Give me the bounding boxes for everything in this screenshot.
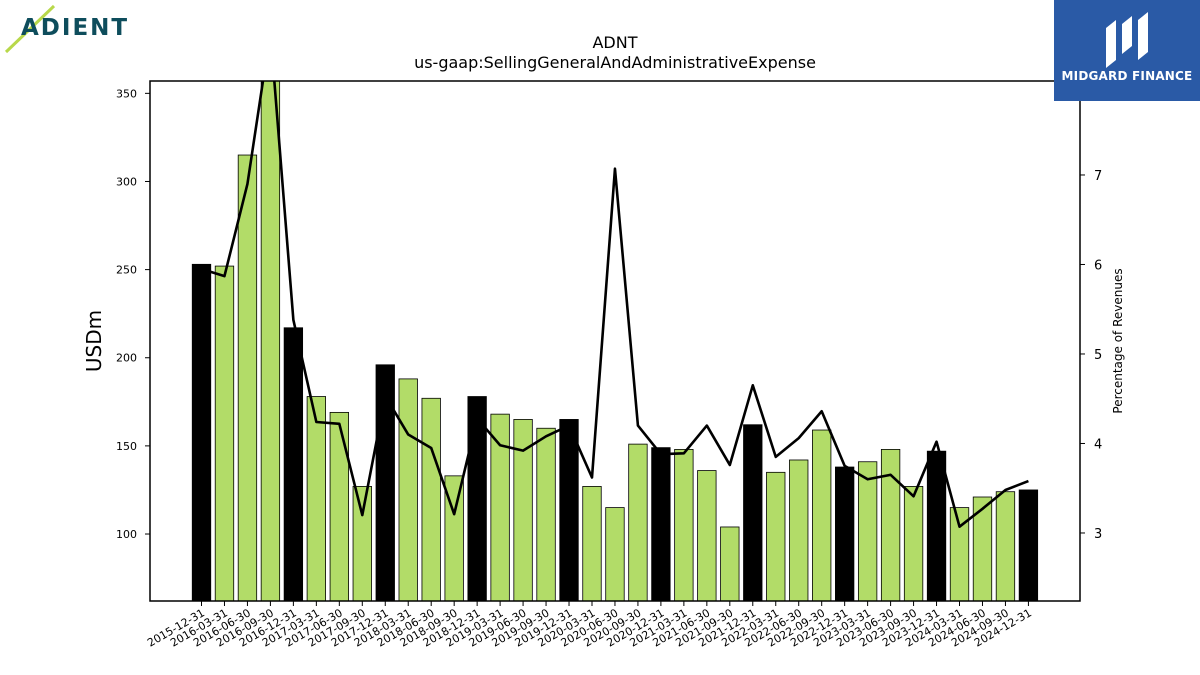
bar-2019-09-30	[536, 427, 556, 601]
y2-tick-label: 6	[1094, 258, 1102, 273]
y-axis-label: USDm	[82, 310, 106, 372]
adient-logo-mark	[4, 4, 56, 54]
bar-2018-12-31	[467, 396, 487, 601]
bar-2016-06-30	[237, 154, 258, 601]
bar-2019-12-31	[559, 419, 579, 601]
y2-tick-label: 5	[1094, 348, 1102, 363]
bar-2020-03-31	[582, 486, 602, 601]
bar-2019-03-31	[490, 413, 510, 601]
adient-logo-text: ADIENT	[21, 15, 130, 41]
bar-2017-03-31	[306, 396, 327, 601]
bar-2022-12-31	[835, 466, 855, 601]
bar-2024-12-31	[1018, 489, 1039, 601]
bar-2024-09-30	[995, 491, 1016, 601]
bar-2015-12-31	[191, 263, 212, 601]
bar-2021-06-30	[697, 470, 717, 601]
y2-tick-label: 4	[1094, 437, 1102, 452]
bar-2023-03-31	[857, 461, 878, 601]
y-axis-right-label: Percentage of Revenues	[1111, 268, 1125, 413]
midgard-logo-mark	[1106, 12, 1148, 68]
bar-2023-12-31	[926, 450, 947, 601]
ratio-line	[201, 81, 1029, 529]
y2-tick-label: 7	[1094, 169, 1102, 184]
midgard-finance-logo: MIDGARD FINANCE	[1054, 0, 1200, 101]
bar-2017-06-30	[329, 411, 349, 601]
bar-2022-03-31	[766, 471, 786, 601]
y-tick-label: 200	[116, 352, 137, 365]
bar-2022-09-30	[812, 429, 832, 601]
bar-2023-06-30	[880, 449, 901, 601]
y-tick-label: 250	[116, 264, 137, 277]
bar-2018-06-30	[421, 397, 441, 601]
bar-2020-09-30	[628, 443, 648, 601]
x-axis: 2015-12-312016-03-312016-06-302016-09-30…	[145, 601, 1034, 650]
line-group	[201, 81, 1029, 529]
bar-2020-12-31	[651, 447, 671, 601]
adient-logo: ADIENT	[0, 0, 140, 60]
chart-subtitle: us-gaap:SellingGeneralAndAdministrativeE…	[414, 53, 816, 72]
y2-tick-label: 3	[1094, 527, 1102, 542]
y-axis-right: 3 4 5 6 7	[1080, 169, 1102, 542]
bar-2016-09-30	[260, 81, 281, 601]
bar-2016-03-31	[214, 265, 235, 601]
bar-2018-09-30	[444, 475, 464, 601]
chart-title: ADNT	[592, 33, 637, 52]
y-axis-left: 100 150 200 250 300 350	[116, 87, 150, 541]
y-tick-label: 350	[116, 87, 137, 100]
bar-2023-09-30	[903, 486, 924, 601]
midgard-logo-text: MIDGARD FINANCE	[1061, 69, 1193, 83]
y-tick-label: 150	[116, 440, 137, 453]
bar-2020-06-30	[605, 507, 625, 601]
bar-2022-06-30	[789, 459, 809, 601]
y-tick-label: 300	[116, 175, 137, 188]
bar-2017-09-30	[352, 486, 372, 601]
bar-2016-12-31	[283, 327, 304, 601]
y-tick-label: 100	[116, 528, 137, 541]
bar-2024-06-30	[972, 496, 993, 601]
bar-2021-03-31	[674, 449, 694, 601]
bar-2021-12-31	[743, 424, 763, 601]
bar-2021-09-30	[720, 526, 740, 601]
bar-2019-06-30	[513, 419, 533, 601]
bar-2018-03-31	[398, 378, 418, 601]
bars-group	[191, 81, 1039, 601]
